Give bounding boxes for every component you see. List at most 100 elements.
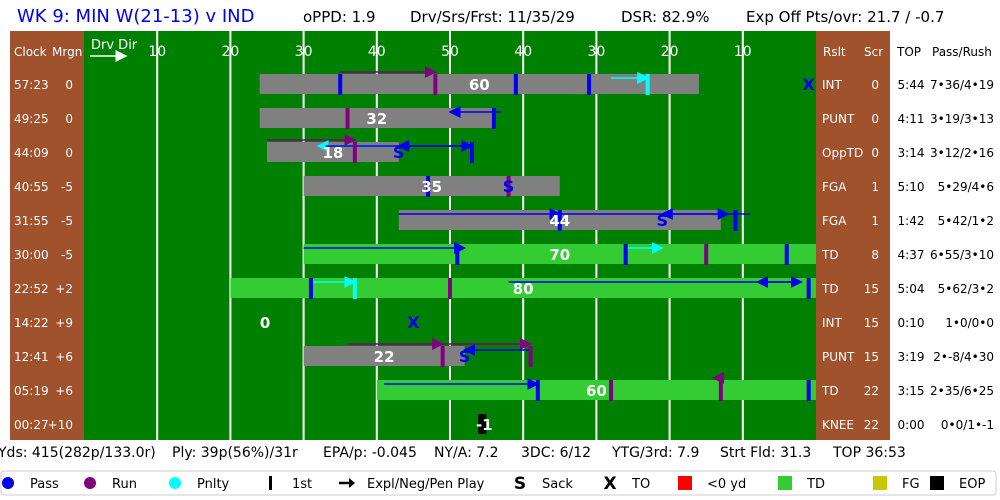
drive-clock: 05:19 <box>14 384 49 398</box>
drive-score: 15 <box>864 282 879 296</box>
chart-title: WK 9: MIN W(21-13) v IND <box>17 6 254 27</box>
drive-yards-label: 22 <box>374 348 395 366</box>
drive-top: 5:04 <box>898 282 925 296</box>
drive-rows: 57:23 0 INT 0 5:44 7•36/4•19 60 X 49:25 0 PUNT 0 4:1… <box>14 66 994 434</box>
drive-score: 8 <box>871 248 879 262</box>
legend-item: FG <box>873 476 920 492</box>
yard-lines: 10 20 30 40 50 40 30 20 10 <box>148 31 752 440</box>
first-down-tick <box>645 74 650 95</box>
drive-result: PUNT <box>822 112 855 126</box>
legend-label: TO <box>631 477 650 492</box>
drive-score: 22 <box>864 418 879 432</box>
drive-margin: +2 <box>55 282 73 296</box>
first-down-tick <box>718 380 723 401</box>
first-down-tick <box>733 210 738 231</box>
drive-pass-rush: 2•35/6•25 <box>930 384 994 398</box>
drive-pass-rush: 5•62/3•2 <box>938 282 994 296</box>
score-header: Scr <box>864 45 883 59</box>
drive-margin: 0 <box>65 112 73 126</box>
drive-bar <box>303 346 465 366</box>
yard-label: 10 <box>734 44 752 60</box>
drive-result: FGA <box>822 214 847 228</box>
drive-pass-rush: 5•29/4•6 <box>938 180 994 194</box>
footer-nya: NY/A: 7.2 <box>434 445 499 461</box>
drive-pass-rush: 3•19/3•13 <box>930 112 994 126</box>
drive-score: 1 <box>871 214 879 228</box>
drive-score: 15 <box>864 350 879 364</box>
footer-3dc: 3DC: 6/12 <box>521 445 591 461</box>
drive-margin: +6 <box>55 384 73 398</box>
legend-item: Pnlty <box>169 477 230 492</box>
first-down-tick <box>491 108 496 129</box>
footer-ply: Ply: 39p(56%)/31r <box>172 445 298 461</box>
turnover-mark: X <box>407 313 420 332</box>
passrush-header: Pass/Rush <box>932 45 992 59</box>
drive-bar <box>230 278 816 298</box>
drive-margin: 0 <box>65 146 73 160</box>
footer-epa: EPA/p: -0.045 <box>323 445 417 461</box>
first-down-tick <box>433 74 438 95</box>
legend-label: 1st <box>292 477 312 492</box>
yard-label: 40 <box>368 44 386 60</box>
legend-square-icon <box>778 476 792 490</box>
drive-clock: 12:41 <box>14 350 49 364</box>
drive-margin: -5 <box>61 214 73 228</box>
first-down-tick <box>440 346 445 367</box>
sack-mark: S <box>657 211 669 230</box>
legend-turnover-icon: X <box>603 474 616 494</box>
legend-square-icon <box>873 476 887 490</box>
drive-result: TD <box>821 248 839 262</box>
drive-result: INT <box>822 316 843 330</box>
legend-square-icon <box>678 476 692 490</box>
yard-label: 50 <box>441 44 459 60</box>
footer-yds: Yds: 415(282p/133.0r) <box>0 445 156 461</box>
header-drives: Drv/Srs/Frst: 11/35/29 <box>410 8 575 26</box>
legend-dot-icon <box>2 477 14 489</box>
drive-top: 4:11 <box>898 112 925 126</box>
drive-yards-label: 60 <box>469 76 490 94</box>
result-header: Rslt <box>823 45 846 59</box>
first-down-tick <box>506 176 511 197</box>
footer-strt: Strt Fld: 31.3 <box>720 445 811 461</box>
drive-top: 3:14 <box>898 146 925 160</box>
drive-score: 22 <box>864 384 879 398</box>
first-down-tick <box>455 244 460 265</box>
first-down-tick <box>448 278 452 299</box>
drive-yards-label: 35 <box>421 178 442 196</box>
top-header: TOP <box>896 45 921 59</box>
first-down-tick <box>338 74 343 95</box>
drive-margin: -5 <box>61 248 73 262</box>
drive-top: 3:19 <box>898 350 925 364</box>
drive-score: 15 <box>864 316 879 330</box>
drive-bar <box>267 142 399 162</box>
drive-clock: 30:00 <box>14 248 49 262</box>
legend-square-icon <box>930 476 944 490</box>
legend-label: Pass <box>30 477 59 492</box>
drive-yards-label: 60 <box>586 382 607 400</box>
drive-row: 30:00 -5 TD 8 4:37 6•55/3•10 70 <box>14 242 994 265</box>
legend-item: 1st <box>269 476 312 492</box>
legend-label: Expl/Neg/Pen Play <box>367 477 485 492</box>
first-down-tick <box>587 74 592 95</box>
drive-bar <box>303 176 560 196</box>
drive-result: KNEE <box>822 418 854 432</box>
drive-top: 0:10 <box>898 316 925 330</box>
drive-result: OppTD <box>822 146 863 160</box>
legend-label: EOP <box>959 477 985 492</box>
first-down-tick <box>352 278 357 299</box>
legend-item: EOP <box>930 476 985 492</box>
drive-clock: 31:55 <box>14 214 49 228</box>
drive-bar <box>376 380 816 400</box>
drive-result: TD <box>821 384 839 398</box>
left-panel <box>10 31 84 440</box>
drive-clock: 14:22 <box>14 316 49 330</box>
drive-pass-rush: 3•12/2•16 <box>930 146 994 160</box>
drive-row: 14:22 +9 INT 15 0:10 1•0/0•0 0 X <box>14 313 994 332</box>
drive-pass-rush: 1•0/0•0 <box>945 316 994 330</box>
legend-item: S Sack <box>514 474 573 494</box>
drive-clock: 00:27 <box>14 418 49 432</box>
first-down-tick <box>609 380 614 401</box>
drive-bar <box>259 108 494 128</box>
yard-label: 20 <box>221 44 239 60</box>
turnover-mark: X <box>803 75 816 94</box>
